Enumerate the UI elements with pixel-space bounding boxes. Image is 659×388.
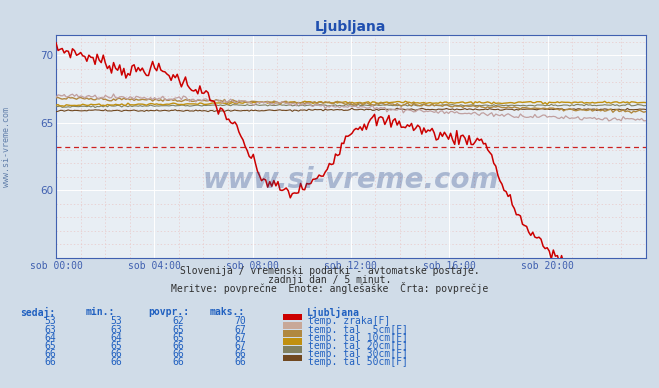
Text: temp. tal 10cm[F]: temp. tal 10cm[F]	[308, 333, 409, 343]
Text: 66: 66	[234, 349, 246, 359]
Text: www.si-vreme.com: www.si-vreme.com	[203, 166, 499, 194]
Text: 67: 67	[234, 333, 246, 343]
Text: 66: 66	[110, 357, 122, 367]
Text: 66: 66	[44, 357, 56, 367]
Text: 66: 66	[173, 357, 185, 367]
Text: 64: 64	[110, 333, 122, 343]
Text: 65: 65	[173, 325, 185, 335]
Text: 64: 64	[44, 333, 56, 343]
Text: 67: 67	[234, 341, 246, 351]
Text: temp. tal 30cm[F]: temp. tal 30cm[F]	[308, 349, 409, 359]
Text: 67: 67	[234, 325, 246, 335]
Text: Slovenija / vremenski podatki - avtomatske postaje.: Slovenija / vremenski podatki - avtomats…	[180, 265, 479, 275]
Text: zadnji dan / 5 minut.: zadnji dan / 5 minut.	[268, 275, 391, 285]
Text: Ljubljana: Ljubljana	[306, 307, 359, 317]
Text: temp. tal 50cm[F]: temp. tal 50cm[F]	[308, 357, 409, 367]
Text: 70: 70	[234, 316, 246, 326]
Text: 66: 66	[173, 341, 185, 351]
Text: 53: 53	[44, 316, 56, 326]
Text: 65: 65	[173, 333, 185, 343]
Title: Ljubljana: Ljubljana	[315, 20, 387, 34]
Text: 53: 53	[110, 316, 122, 326]
Text: 63: 63	[44, 325, 56, 335]
Text: 65: 65	[44, 341, 56, 351]
Text: min.:: min.:	[86, 307, 115, 317]
Text: temp. tal 20cm[F]: temp. tal 20cm[F]	[308, 341, 409, 351]
Text: povpr.:: povpr.:	[148, 307, 189, 317]
Text: 66: 66	[173, 349, 185, 359]
Text: 66: 66	[110, 349, 122, 359]
Text: 63: 63	[110, 325, 122, 335]
Text: 62: 62	[173, 316, 185, 326]
Text: Meritve: povprečne  Enote: anglešaške  Črta: povprečje: Meritve: povprečne Enote: anglešaške Črt…	[171, 282, 488, 294]
Text: maks.:: maks.:	[210, 307, 244, 317]
Text: 65: 65	[110, 341, 122, 351]
Text: 66: 66	[234, 357, 246, 367]
Text: sedaj:: sedaj:	[20, 307, 55, 317]
Text: temp. zraka[F]: temp. zraka[F]	[308, 316, 391, 326]
Text: temp. tal  5cm[F]: temp. tal 5cm[F]	[308, 325, 409, 335]
Text: www.si-vreme.com: www.si-vreme.com	[2, 107, 11, 187]
Text: 66: 66	[44, 349, 56, 359]
